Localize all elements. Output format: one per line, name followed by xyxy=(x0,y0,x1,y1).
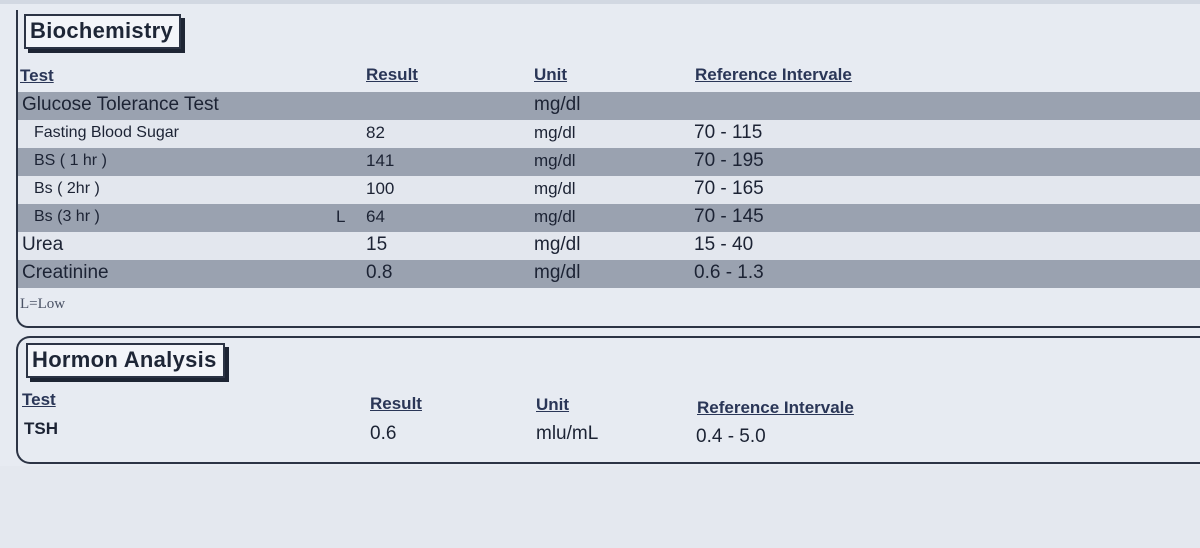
test-name: Fasting Blood Sugar xyxy=(34,124,179,141)
page-background xyxy=(0,466,1200,548)
horm-header-reference: Reference Intervale xyxy=(697,398,854,417)
test-unit: mg/dl xyxy=(534,151,576,170)
test-unit: mg/dl xyxy=(534,262,581,283)
test-result: 15 xyxy=(366,234,388,255)
test-reference: 0.4 - 5.0 xyxy=(696,426,766,447)
test-reference: 15 - 40 xyxy=(694,234,754,255)
low-flag: L xyxy=(336,207,346,226)
table-row: Urea 15 mg/dl 15 - 40 xyxy=(18,232,1200,260)
table-row: TSH 0.6 mlu/mL 0.4 - 5.0 xyxy=(18,416,1200,447)
test-reference: 70 - 145 xyxy=(694,206,764,227)
bio-header-result: Result xyxy=(366,65,418,84)
test-reference: 70 - 195 xyxy=(694,150,764,171)
bio-header-test: Test xyxy=(20,66,54,85)
hormone-title: Hormon Analysis xyxy=(26,343,225,378)
test-unit: mlu/mL xyxy=(536,423,599,444)
horm-header-test: Test xyxy=(22,390,56,409)
table-row: Glucose Tolerance Test mg/dl xyxy=(18,92,1200,120)
test-unit: mg/dl xyxy=(534,234,581,255)
test-unit: mg/dl xyxy=(534,179,576,198)
test-name: Glucose Tolerance Test xyxy=(22,94,219,115)
test-result: 0.8 xyxy=(366,262,393,283)
test-unit: mg/dl xyxy=(534,207,576,226)
table-row: Bs (3 hr ) L 64 mg/dl 70 - 145 xyxy=(18,204,1200,232)
table-row: Fasting Blood Sugar 82 mg/dl 70 - 115 xyxy=(18,120,1200,148)
page-top-edge xyxy=(0,0,1200,4)
test-result: 0.6 xyxy=(370,423,397,444)
flag-legend: L=Low xyxy=(20,296,66,312)
table-row: Creatinine 0.8 mg/dl 0.6 - 1.3 xyxy=(18,260,1200,288)
test-name: Creatinine xyxy=(22,262,109,283)
test-reference: 70 - 115 xyxy=(694,122,763,143)
test-unit: mg/dl xyxy=(534,94,581,115)
table-row: Bs ( 2hr ) 100 mg/dl 70 - 165 xyxy=(18,176,1200,204)
horm-header-result: Result xyxy=(370,394,422,413)
test-reference: 0.6 - 1.3 xyxy=(694,262,764,283)
test-name: Bs (3 hr ) xyxy=(34,208,100,225)
test-result: 141 xyxy=(366,151,395,170)
test-unit: mg/dl xyxy=(534,123,576,142)
hormone-panel xyxy=(16,336,1200,464)
test-reference: 70 - 165 xyxy=(694,178,764,199)
test-result: 100 xyxy=(366,179,395,198)
test-result: 82 xyxy=(366,123,385,142)
test-result: 64 xyxy=(366,207,385,226)
test-name: Urea xyxy=(22,234,64,255)
test-name: BS ( 1 hr ) xyxy=(34,152,107,169)
test-name: Bs ( 2hr ) xyxy=(34,180,100,197)
table-row: BS ( 1 hr ) 141 mg/dl 70 - 195 xyxy=(18,148,1200,176)
bio-header-reference: Reference Intervale xyxy=(695,65,852,84)
horm-header-unit: Unit xyxy=(536,395,570,414)
biochemistry-panel xyxy=(16,10,1200,328)
bio-header-unit: Unit xyxy=(534,65,568,84)
test-name: TSH xyxy=(24,419,58,438)
biochemistry-title: Biochemistry xyxy=(24,14,181,49)
